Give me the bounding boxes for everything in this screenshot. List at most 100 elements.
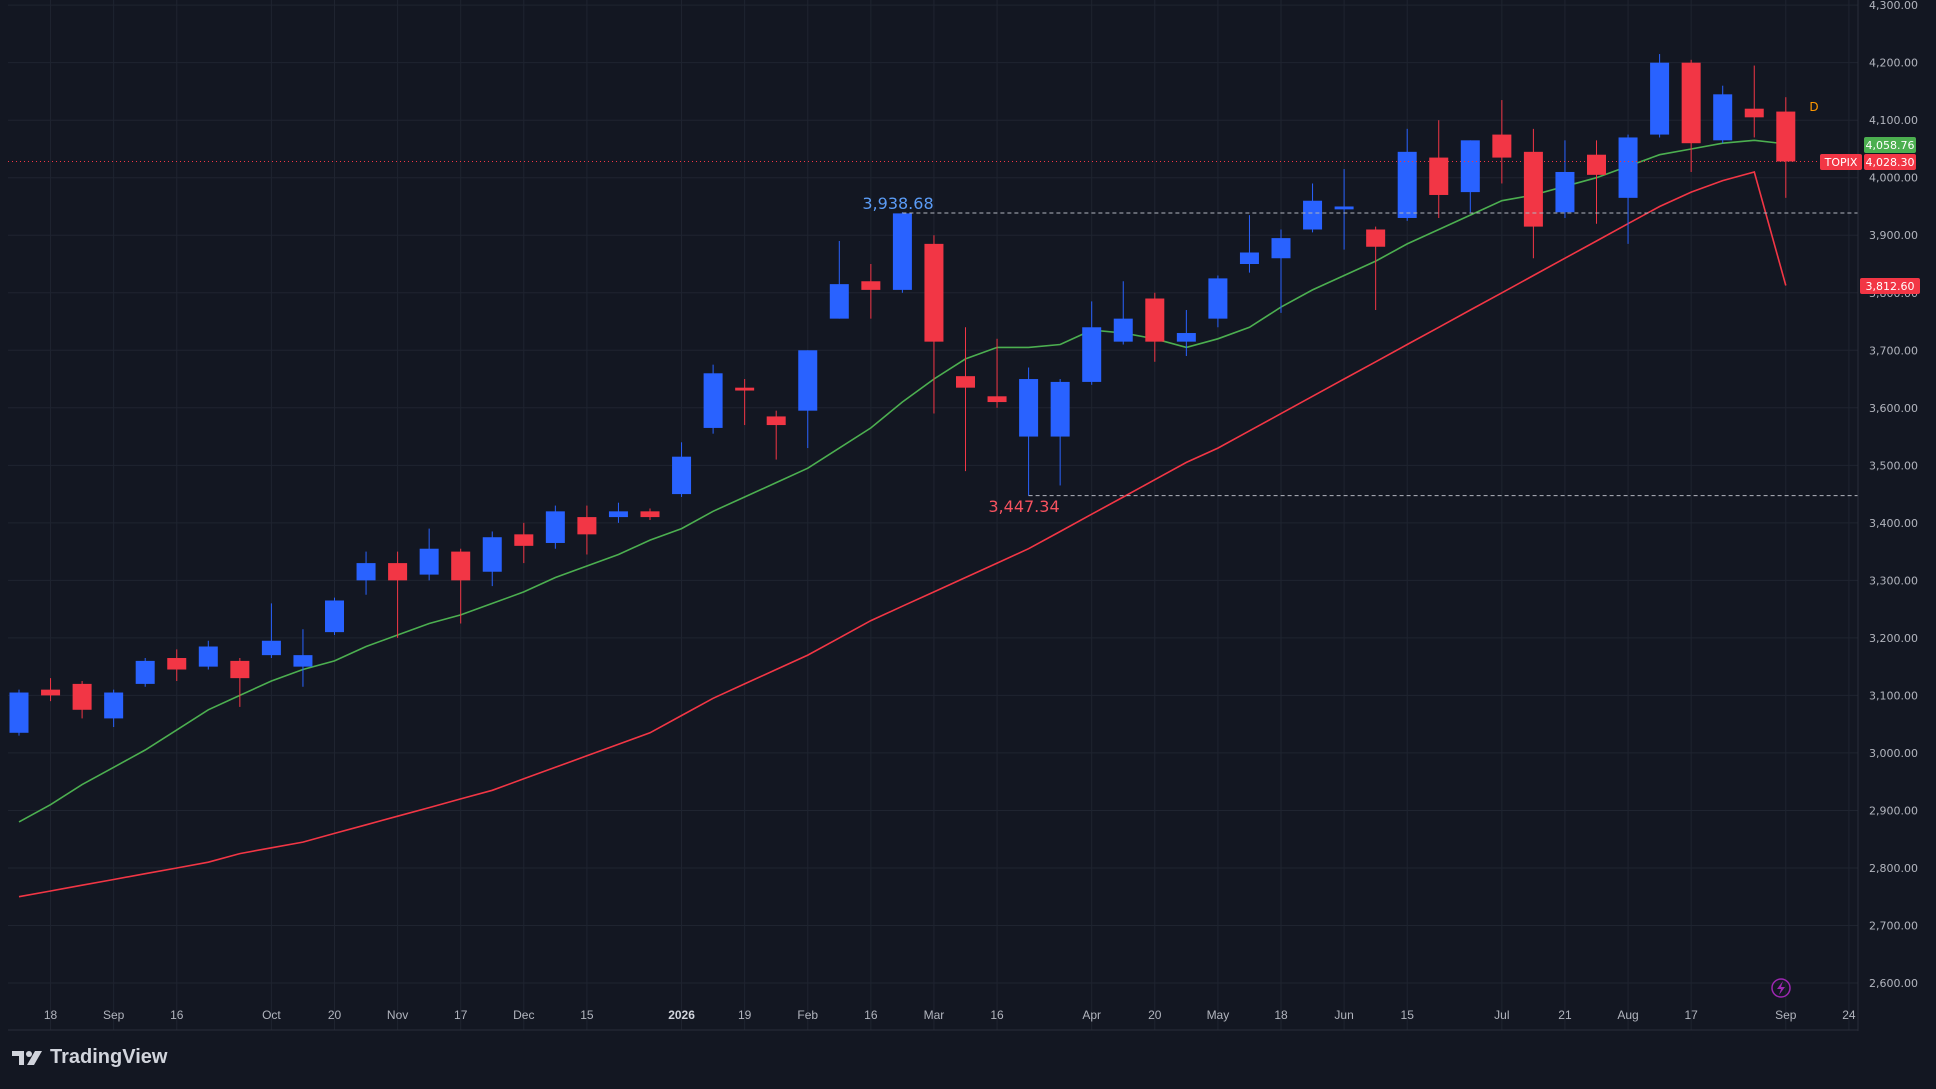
candle[interactable] bbox=[1397, 128, 1417, 221]
candle[interactable] bbox=[956, 327, 975, 472]
candle[interactable] bbox=[892, 212, 912, 293]
candle[interactable] bbox=[41, 678, 61, 702]
candle[interactable] bbox=[1713, 85, 1733, 144]
brand-name: TradingView bbox=[50, 1046, 168, 1068]
price-chart[interactable]: 2,600.00 2,700.00 2,800.00 2,900.00 3,000.00… bbox=[0, 0, 1936, 1031]
lightning-icon[interactable] bbox=[1771, 978, 1791, 998]
candle[interactable] bbox=[9, 689, 29, 736]
candle[interactable] bbox=[1744, 65, 1764, 138]
candles[interactable] bbox=[9, 54, 1796, 736]
candle[interactable] bbox=[861, 264, 881, 319]
tradingview-logo-icon bbox=[12, 1050, 42, 1065]
candle[interactable] bbox=[293, 629, 313, 687]
y-tick-label: 4,100.00 bbox=[1869, 114, 1918, 127]
y-tick-label: 3,200.00 bbox=[1869, 632, 1918, 645]
x-tick-label: 15 bbox=[1401, 1008, 1415, 1022]
candle[interactable] bbox=[514, 522, 534, 564]
candle[interactable] bbox=[167, 649, 187, 682]
svg-text:4,028.30: 4,028.30 bbox=[1866, 156, 1915, 169]
candle[interactable] bbox=[577, 505, 597, 555]
candle[interactable] bbox=[798, 350, 818, 449]
candle[interactable] bbox=[419, 528, 439, 581]
x-tick-label: 24 bbox=[1842, 1008, 1856, 1022]
y-tick-label: 4,200.00 bbox=[1869, 57, 1918, 70]
svg-text:TOPIX: TOPIX bbox=[1824, 156, 1858, 169]
candle[interactable] bbox=[261, 603, 281, 659]
x-tick-label: Oct bbox=[262, 1008, 281, 1022]
price-axis[interactable]: 2,600.00 2,700.00 2,800.00 2,900.00 3,000.00… bbox=[1869, 0, 1918, 990]
candle[interactable] bbox=[1555, 140, 1575, 218]
candle[interactable] bbox=[1145, 292, 1165, 362]
candle[interactable] bbox=[1113, 281, 1133, 345]
candle[interactable] bbox=[230, 658, 250, 707]
candle[interactable] bbox=[1587, 140, 1606, 224]
y-tick-label: 2,700.00 bbox=[1869, 919, 1918, 932]
candle[interactable] bbox=[451, 548, 471, 624]
candle[interactable] bbox=[1460, 140, 1480, 213]
candle[interactable] bbox=[640, 508, 660, 520]
x-tick-label: Sep bbox=[1775, 1008, 1797, 1022]
y-tick-label: 3,700.00 bbox=[1869, 344, 1918, 357]
x-tick-label: Apr bbox=[1082, 1008, 1101, 1022]
candle[interactable] bbox=[545, 505, 565, 549]
y-tick-label: 3,500.00 bbox=[1869, 459, 1918, 472]
x-tick-label: Dec bbox=[513, 1008, 534, 1022]
low-annotation: 3,447.34 bbox=[988, 497, 1059, 516]
candle[interactable] bbox=[1176, 310, 1196, 357]
candle[interactable] bbox=[703, 364, 723, 434]
candle[interactable] bbox=[1271, 229, 1291, 313]
candle[interactable] bbox=[325, 597, 344, 636]
ma-long-line bbox=[18, 171, 1787, 898]
ma-long-price-label: 3,812.60 bbox=[1860, 278, 1920, 294]
y-tick-label: 2,600.00 bbox=[1869, 977, 1918, 990]
interval-badge[interactable]: D bbox=[1809, 100, 1818, 114]
ma-long-path bbox=[18, 171, 1787, 898]
y-tick-label: 3,900.00 bbox=[1869, 229, 1918, 242]
candle[interactable] bbox=[1681, 59, 1701, 172]
x-tick-label: 18 bbox=[44, 1008, 58, 1022]
candle[interactable] bbox=[829, 240, 849, 319]
x-tick-label: 17 bbox=[454, 1008, 468, 1022]
candle[interactable] bbox=[1429, 120, 1449, 218]
candle[interactable] bbox=[1082, 301, 1102, 385]
x-tick-label: Feb bbox=[797, 1008, 818, 1022]
candle[interactable] bbox=[1208, 275, 1228, 328]
y-tick-label: 2,800.00 bbox=[1869, 862, 1918, 875]
x-tick-label: 20 bbox=[1148, 1008, 1162, 1022]
candle[interactable] bbox=[135, 658, 155, 687]
candle[interactable] bbox=[72, 681, 92, 719]
reference-lines bbox=[8, 160, 1858, 497]
candle[interactable] bbox=[1650, 54, 1670, 138]
candle[interactable] bbox=[1492, 100, 1512, 184]
candle[interactable] bbox=[1303, 183, 1323, 233]
brand-logo[interactable]: TradingView bbox=[12, 1046, 167, 1069]
candle[interactable] bbox=[482, 531, 502, 587]
y-tick-label: 2,900.00 bbox=[1869, 804, 1918, 817]
candle[interactable] bbox=[1334, 169, 1354, 250]
x-tick-label: Jul bbox=[1494, 1008, 1509, 1022]
candle[interactable] bbox=[1366, 226, 1386, 311]
time-axis[interactable]: 18 Sep 16 Oct 20 Nov 17 Dec 15 2026 19 Feb 16 Mar 16 Ap… bbox=[44, 1008, 1856, 1022]
candle[interactable] bbox=[766, 410, 786, 460]
candle[interactable] bbox=[1050, 379, 1070, 486]
candle[interactable] bbox=[924, 235, 944, 414]
ma-short-line bbox=[18, 139, 1786, 823]
candle[interactable] bbox=[388, 551, 408, 638]
chart-background bbox=[0, 0, 1936, 1031]
x-tick-label: 16 bbox=[990, 1008, 1004, 1022]
candle[interactable] bbox=[1618, 134, 1638, 244]
candle[interactable] bbox=[1776, 97, 1796, 198]
y-tick-label: 3,400.00 bbox=[1869, 517, 1918, 530]
candle[interactable] bbox=[198, 640, 218, 670]
candle[interactable] bbox=[104, 689, 124, 728]
x-tick-label: Nov bbox=[387, 1008, 408, 1022]
candle[interactable] bbox=[356, 551, 376, 595]
candle[interactable] bbox=[735, 379, 755, 426]
candle[interactable] bbox=[1239, 215, 1259, 273]
candle[interactable] bbox=[1019, 367, 1039, 496]
candle[interactable] bbox=[1523, 128, 1543, 259]
candle[interactable] bbox=[608, 502, 628, 523]
candle[interactable] bbox=[987, 338, 1007, 408]
svg-text:3,812.60: 3,812.60 bbox=[1866, 280, 1915, 293]
candle[interactable] bbox=[672, 442, 692, 497]
